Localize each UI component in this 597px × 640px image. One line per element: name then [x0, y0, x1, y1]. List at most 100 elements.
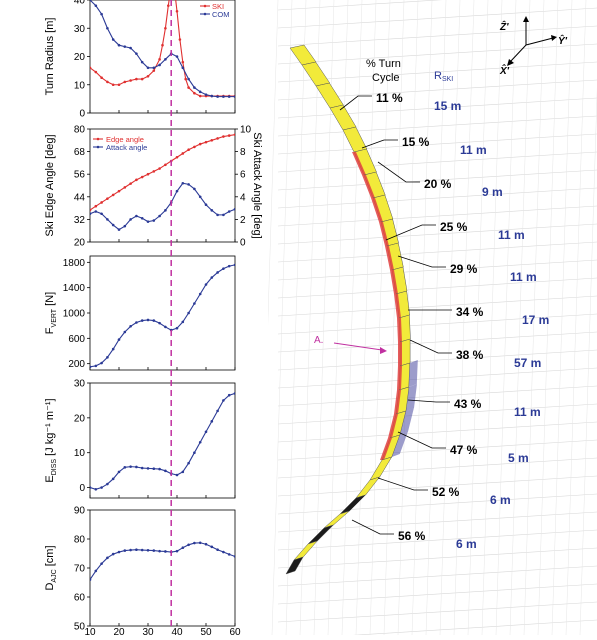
data-point [193, 187, 196, 191]
data-point [158, 467, 161, 471]
data-point [210, 276, 214, 279]
data-point [204, 140, 208, 144]
ski-shadow [399, 408, 414, 435]
grid-line [277, 133, 597, 155]
ski-slice [355, 476, 381, 499]
data-point [152, 467, 156, 471]
data-point [94, 569, 98, 573]
y-tick-label: 90 [74, 506, 86, 517]
turn-percent-label: 56 % [398, 529, 426, 543]
y-tick-label: 0 [79, 483, 85, 494]
grid-line [257, 0, 279, 636]
grid-line [277, 61, 597, 83]
data-point [175, 473, 179, 477]
grid-line [537, 0, 559, 636]
data-point [106, 26, 109, 30]
ski-edge-stripe [352, 152, 366, 175]
data-point [210, 545, 214, 549]
data-point [90, 486, 92, 489]
legend-marker [96, 145, 100, 149]
y-axis-label-main: E [44, 475, 56, 482]
data-point [140, 548, 144, 552]
data-point [175, 55, 179, 58]
y-tick-label: 30 [74, 24, 86, 35]
data-point [210, 94, 214, 98]
ski-edge-stripe [380, 438, 392, 460]
data-point [164, 325, 167, 329]
turn-percent-label: 47 % [450, 443, 478, 457]
data-point [123, 466, 127, 469]
data-point [204, 542, 208, 546]
data-point [198, 142, 202, 146]
data-point [117, 228, 121, 231]
data-point [158, 63, 161, 67]
leader-line [351, 519, 394, 535]
turn-cycle-header-line2: Cycle [372, 72, 400, 84]
legend-entry: SKI [212, 2, 224, 11]
ski-track-ribbon [285, 44, 418, 575]
data-point [90, 578, 92, 581]
data-point [100, 201, 103, 204]
grid-line [481, 0, 503, 636]
legend-entry: Attack angle [106, 143, 147, 152]
data-point [152, 66, 156, 70]
plot-area [90, 263, 235, 369]
y-tick-label: 80 [74, 535, 86, 546]
grid-line [425, 0, 447, 636]
y-tick-label: 0 [79, 109, 85, 120]
series-line-main [90, 264, 235, 368]
data-point [233, 133, 235, 136]
grid-line [277, 565, 597, 587]
data-point [135, 178, 138, 182]
ski-slice [329, 104, 357, 131]
data-point [146, 220, 150, 223]
grid-line [277, 421, 597, 443]
ski-diagram-panel: Ẑ' Ŷ' X̂' % Turn Cycle RSKI 11 % 15 m 15… [257, 0, 597, 640]
data-point [90, 365, 92, 369]
y-tick-label: 80 [74, 125, 86, 136]
legend-marker [203, 12, 207, 16]
turn-percent-label: 29 % [450, 262, 478, 276]
data-point [90, 208, 92, 212]
leader-line [385, 224, 436, 241]
data-point [94, 364, 98, 368]
y-tick-label: 32 [74, 215, 86, 226]
y2-tick-label: 0 [240, 238, 246, 249]
data-point [210, 139, 214, 142]
plot-frame [89, 509, 236, 627]
y-tick-label: 68 [74, 147, 86, 158]
grid-line [523, 0, 545, 636]
data-point [123, 224, 127, 228]
grid-line [277, 313, 597, 335]
y-axis-label-main: F [44, 327, 56, 334]
leader-line [377, 477, 428, 491]
data-point [123, 80, 127, 84]
data-point [187, 311, 190, 315]
data-point [227, 393, 231, 397]
ski-slice [339, 494, 366, 515]
data-point [106, 218, 109, 221]
data-point [106, 482, 109, 486]
turn-percent-label: 43 % [454, 397, 482, 411]
y-tick-label: 200 [68, 359, 85, 370]
turn-percent-label: 15 % [402, 135, 430, 149]
marker-a-label: A. [314, 335, 323, 346]
ski-radius-label: 6 m [456, 537, 477, 551]
data-point [129, 325, 132, 328]
data-point [227, 210, 231, 213]
data-point [90, 66, 92, 70]
data-point [94, 210, 98, 213]
data-point [117, 550, 121, 554]
x-tick-label: 10 [84, 627, 96, 635]
data-point [204, 93, 208, 96]
grid-line [509, 0, 531, 636]
y2-tick-label: 8 [240, 147, 246, 158]
ski-radius-label: 57 m [514, 356, 541, 370]
y-tick-label: 600 [68, 334, 85, 345]
ski-radius-label: 9 m [482, 185, 503, 199]
y-tick-label: 20 [74, 52, 86, 63]
ski-radius-label: 6 m [490, 493, 511, 507]
turn-percent-label: 25 % [440, 220, 468, 234]
grid-line [341, 0, 363, 636]
data-point [204, 430, 208, 434]
